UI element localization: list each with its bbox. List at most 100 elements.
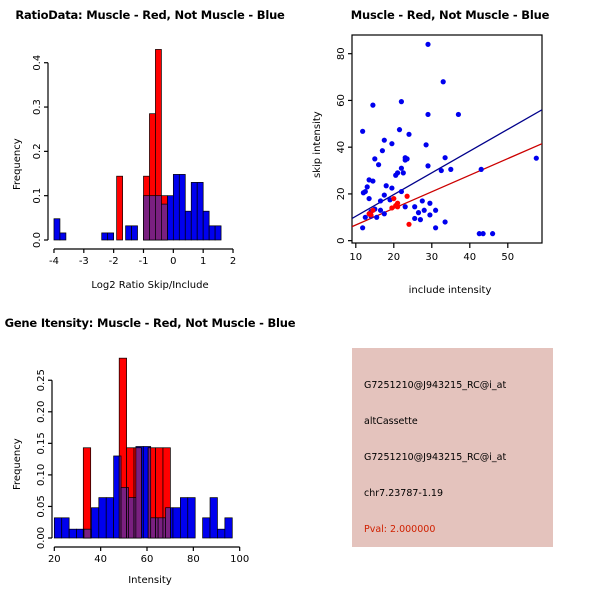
- y-axis-tick-label: 0: [336, 237, 347, 243]
- scatter-point: [370, 102, 376, 108]
- y-axis-tick-label: 40: [336, 141, 347, 154]
- scatter-point: [360, 128, 366, 134]
- scatter-panel: Muscle - Red, Not Muscle - Blue skip int…: [300, 0, 600, 300]
- histogram-bar-blue: [190, 182, 198, 241]
- scatter-point: [412, 215, 418, 222]
- y-axis-tick-label: 0.00: [36, 527, 47, 549]
- regression-line-blue-fit: [352, 109, 542, 220]
- ratio-histogram-panel: RatioData: Muscle - Red, Not Muscle - Bl…: [0, 0, 300, 300]
- histogram-bar-overlap: [147, 447, 152, 539]
- histogram-bar-overlap: [155, 517, 159, 539]
- scatter-point: [368, 212, 374, 218]
- scatter-point: [377, 198, 384, 204]
- histogram-bar-blue: [91, 507, 100, 539]
- scatter-point: [395, 204, 401, 210]
- x-axis-tick-label: 80: [187, 554, 200, 565]
- scatter-point: [400, 170, 406, 176]
- histogram-bar-overlap: [150, 517, 156, 539]
- scatter-point: [442, 219, 448, 225]
- histogram-bar-blue: [53, 218, 61, 241]
- scatter-point: [404, 193, 410, 199]
- histogram-bar-blue: [214, 225, 222, 241]
- y-axis-tick-label: 0.05: [36, 495, 47, 517]
- x-axis-tick-label: 2: [230, 256, 236, 267]
- scatter-point: [419, 198, 425, 204]
- scatter-point: [417, 217, 423, 223]
- y-axis-tick-label: 0.25: [36, 369, 47, 391]
- y-axis-tick-label: 0.4: [32, 55, 43, 71]
- scatter-point: [448, 166, 454, 172]
- histogram-bar-blue: [68, 528, 77, 539]
- histogram-bar-overlap: [155, 195, 162, 241]
- annotation-info-box: G7251210@J943215_RC@i_at altCassette G7251…: [352, 348, 553, 547]
- scatter-point: [438, 167, 444, 174]
- histogram-bar-blue: [180, 497, 189, 539]
- x-axis-tick-label: -2: [109, 256, 119, 267]
- scatter-point: [393, 172, 399, 178]
- ratio-histogram-title: RatioData: Muscle - Red, Not Muscle - Bl…: [15, 8, 285, 22]
- scatter-point: [440, 79, 446, 85]
- histogram-bar-blue: [131, 225, 138, 241]
- histogram-bar-blue: [196, 182, 204, 241]
- scatter-point: [372, 156, 378, 162]
- histogram-bar-red: [116, 175, 123, 241]
- y-axis-tick-label: 0.1: [32, 188, 43, 204]
- y-axis-tick-label: 0.3: [32, 99, 43, 115]
- scatter-point: [389, 185, 395, 191]
- histogram-bar-blue: [184, 210, 192, 241]
- scatter-point: [455, 111, 461, 118]
- info-event-type: altCassette: [364, 416, 418, 427]
- histogram-bar-overlap: [143, 195, 150, 241]
- histogram-bar-blue: [172, 174, 180, 241]
- x-axis-tick-label: 40: [463, 252, 476, 263]
- scatter-point: [366, 195, 372, 202]
- histogram-bar-overlap: [165, 507, 171, 539]
- scatter-point: [381, 137, 387, 143]
- histogram-bar-red: [82, 447, 92, 539]
- scatter-point: [433, 225, 439, 231]
- x-axis-tick-label: 100: [230, 554, 249, 565]
- scatter-ylabel: skip intensity: [312, 111, 323, 178]
- y-axis-tick-label: 0.0: [32, 232, 43, 248]
- histogram-bar-overlap: [149, 195, 156, 241]
- scatter-point: [423, 142, 429, 148]
- scatter-point: [360, 225, 366, 231]
- info-locus: chr7.23787-1.19: [364, 488, 444, 499]
- histogram-bar-blue: [105, 497, 114, 539]
- scatter-point: [490, 231, 496, 237]
- scatter-point: [389, 141, 395, 147]
- gene-histogram-plot: 0.00 0.05 0.10 0.15 0.20 0.25 20 40 60 80 100: [36, 357, 249, 565]
- histogram-bar-blue: [53, 517, 63, 539]
- histogram-bar-blue: [167, 195, 174, 241]
- histogram-bar-blue: [101, 232, 109, 241]
- histogram-bar-overlap: [128, 497, 135, 539]
- ratio-histogram-xlabel: Log2 Ratio Skip/Include: [91, 280, 209, 291]
- scatter-point: [376, 162, 382, 168]
- x-axis-tick-label: 20: [387, 252, 400, 263]
- scatter-point: [412, 204, 418, 210]
- scatter-point: [379, 148, 385, 154]
- y-axis-tick-label: 80: [336, 47, 347, 60]
- scatter-point: [381, 211, 387, 217]
- scatter-point: [362, 214, 368, 220]
- ratio-histogram-plot: 0.0 0.1 0.2 0.3 0.4 -4 -3 -2 -1 0 1 2: [32, 49, 236, 267]
- scatter-point: [402, 157, 408, 163]
- scatter-point: [480, 231, 486, 237]
- histogram-bar-blue: [187, 497, 196, 539]
- histogram-bar-overlap: [83, 528, 92, 539]
- histogram-bar-overlap: [162, 517, 166, 539]
- x-axis-tick-label: 10: [349, 252, 362, 263]
- scatter-point: [427, 200, 433, 206]
- y-axis-tick-label: 20: [336, 188, 347, 201]
- info-pvalue: Pval: 2.000000: [364, 524, 436, 535]
- scatter-point: [442, 155, 448, 161]
- y-axis-tick-label: 0.2: [32, 143, 43, 159]
- y-axis-tick-label: 0.20: [36, 401, 47, 423]
- x-axis-tick-label: 50: [501, 252, 514, 263]
- scatter-point: [425, 111, 431, 118]
- histogram-bar-blue: [217, 528, 226, 539]
- x-axis-tick-label: -3: [79, 256, 89, 267]
- info-probeset-id-2: G7251210@J943215_RC@i_at: [364, 452, 507, 463]
- x-axis-tick-label: 0: [170, 256, 176, 267]
- histogram-bar-blue: [172, 507, 181, 539]
